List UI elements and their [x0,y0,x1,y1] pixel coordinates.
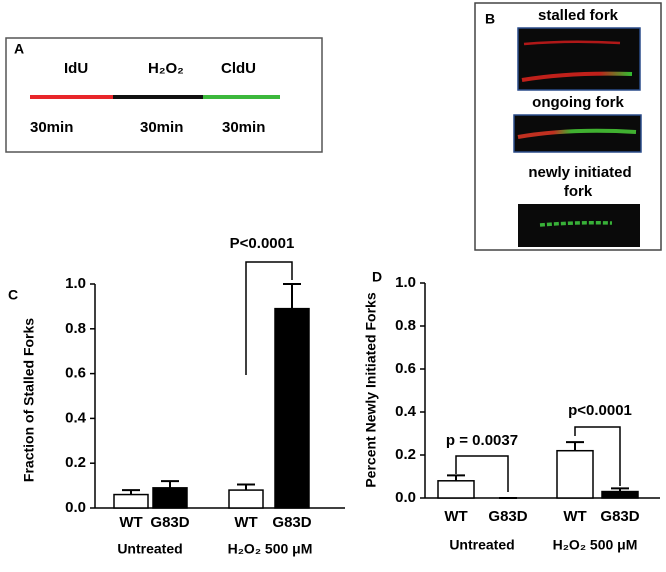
label: H₂O₂ [148,60,184,77]
p-value: p = 0.0037 [446,432,518,449]
p-value: p<0.0001 [568,402,632,419]
x-tick-label: WT [563,508,586,525]
significance-bracket [455,455,509,492]
x-tick-label: G83D [150,514,189,531]
y-tick-label: 0.0 [65,499,86,516]
bar [601,490,639,499]
panel-label: D [372,269,382,285]
group-label: H₂O₂ 500 μM [553,537,638,553]
bar [274,307,310,509]
fiber [517,128,637,139]
significance-bracket [245,261,293,375]
x-tick-label: WT [119,514,142,531]
x-tick-label: G83D [488,508,527,525]
caption: ongoing fork [532,94,624,111]
y-tick-label: 0.8 [395,317,416,334]
x-tick-label: WT [234,514,257,531]
fiber [539,221,613,227]
caption: fork [564,183,593,200]
fiber [523,40,621,46]
x-tick-label: WT [444,508,467,525]
group-label: H₂O₂ 500 μM [228,541,313,557]
panel-label: A [14,41,24,57]
label: CldU [221,60,256,77]
y-tick-label: 0.2 [395,446,416,463]
y-tick-label: 1.0 [65,275,86,292]
group-label: Untreated [117,541,182,557]
bar [556,449,594,499]
panel-label: C [8,287,18,303]
bar [437,480,475,499]
fiber-image [517,27,641,91]
caption: newly initiated [528,164,631,181]
p-value: P<0.0001 [230,235,295,252]
bar [228,489,264,509]
y-axis-label: Fraction of Stalled Forks [21,318,37,482]
y-tick-label: 0.8 [65,320,86,337]
bar [152,487,188,509]
bar [113,493,149,509]
significance-bracket [574,426,621,486]
duration: 30min [140,119,183,136]
y-tick-label: 0.4 [65,409,87,426]
y-tick-label: 0.6 [65,365,86,382]
x-tick-label: G83D [272,514,311,531]
panel-label: B [485,11,495,27]
y-tick-label: 1.0 [395,274,416,291]
y-axis-label: Percent Newly Initiated Forks [363,292,379,487]
y-tick-label: 0.2 [65,454,86,471]
y-tick-label: 0.6 [395,360,416,377]
duration: 30min [30,119,73,136]
fiber-image [518,204,640,247]
duration: 30min [222,119,265,136]
fiber [521,71,633,82]
y-tick-label: 0.0 [395,489,416,506]
y-tick-label: 0.4 [395,403,417,420]
x-tick-label: G83D [600,508,639,525]
caption: stalled fork [538,7,619,24]
fiber-image [513,114,642,153]
label: IdU [64,60,88,77]
group-label: Untreated [449,537,514,553]
